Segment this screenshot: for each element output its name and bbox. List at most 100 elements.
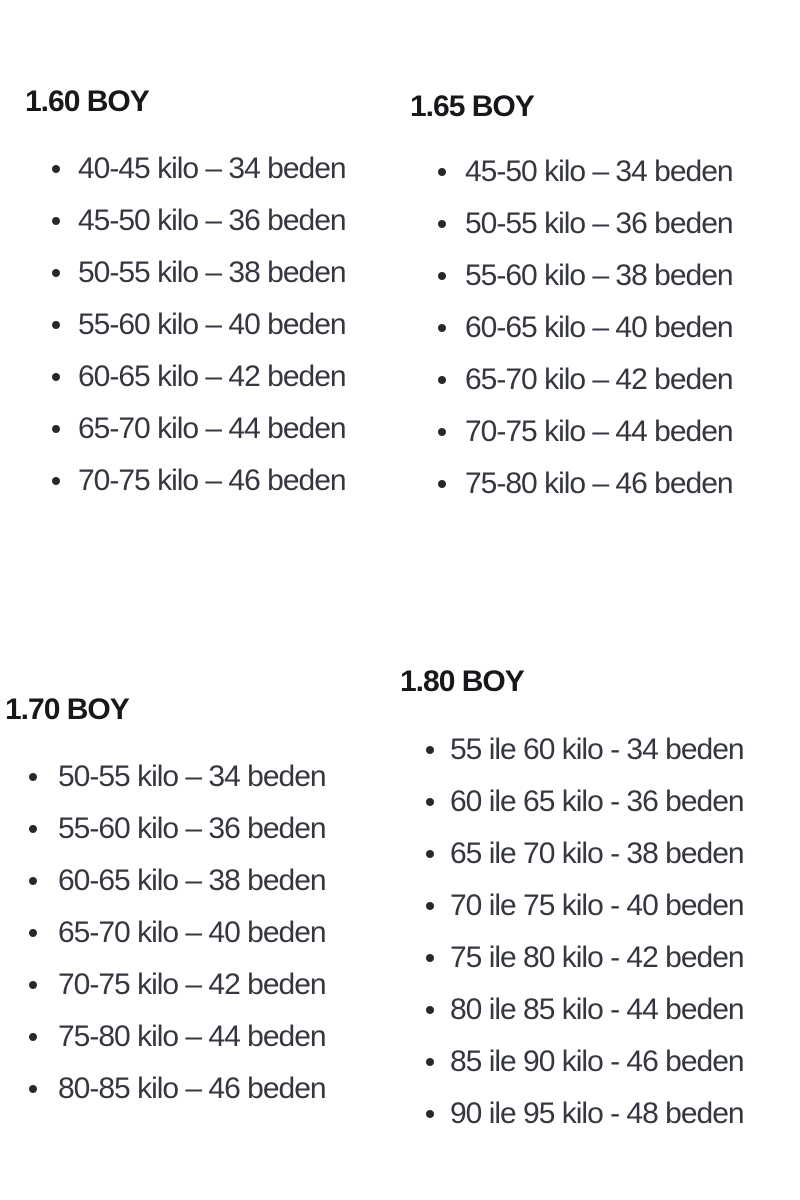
list-item: 65-70 kilo – 44 beden xyxy=(25,403,347,455)
size-list: 45-50 kilo – 34 beden 50-55 kilo – 36 be… xyxy=(410,146,734,510)
list-item-text: 70-75 kilo – 46 beden xyxy=(78,464,347,497)
list-item: 60-65 kilo – 38 beden xyxy=(5,855,327,907)
bullet-icon xyxy=(52,217,60,225)
bullet-icon xyxy=(438,168,446,176)
bullet-icon xyxy=(29,825,37,833)
bullet-icon xyxy=(438,324,446,332)
list-item: 40-45 kilo – 34 beden xyxy=(25,143,347,195)
bullet-icon xyxy=(52,165,60,173)
section-title: 1.70 BOY xyxy=(5,693,130,726)
list-item: 50-55 kilo – 38 beden xyxy=(25,247,347,299)
size-section-1-70-boy: 1.70 BOY 50-55 kilo – 34 beden 55-60 kil… xyxy=(5,692,327,1115)
list-item-text: 60-65 kilo – 38 beden xyxy=(58,864,327,897)
bullet-icon xyxy=(426,746,434,754)
list-item-text: 65-70 kilo – 44 beden xyxy=(78,412,347,445)
list-item-text: 75-80 kilo – 44 beden xyxy=(58,1020,327,1053)
bullet-icon xyxy=(426,954,434,962)
bullet-icon xyxy=(426,1110,434,1118)
list-item-text: 60-65 kilo – 42 beden xyxy=(78,360,347,393)
list-item: 70-75 kilo – 42 beden xyxy=(5,959,327,1011)
list-item-text: 75-80 kilo – 46 beden xyxy=(465,467,734,500)
list-item: 70-75 kilo – 44 beden xyxy=(410,406,734,458)
list-item-text: 80-85 kilo – 46 beden xyxy=(58,1072,327,1105)
list-item: 60-65 kilo – 40 beden xyxy=(410,302,734,354)
list-item: 75-80 kilo – 44 beden xyxy=(5,1011,327,1063)
list-item-text: 55-60 kilo – 36 beden xyxy=(58,812,327,845)
list-item: 65-70 kilo – 42 beden xyxy=(410,354,734,406)
bullet-icon xyxy=(29,877,37,885)
list-item-text: 50-55 kilo – 34 beden xyxy=(58,760,327,793)
list-item-text: 55-60 kilo – 40 beden xyxy=(78,308,347,341)
list-item: 60-65 kilo – 42 beden xyxy=(25,351,347,403)
list-item: 75-80 kilo – 46 beden xyxy=(410,458,734,510)
size-section-1-65-boy: 1.65 BOY 45-50 kilo – 34 beden 50-55 kil… xyxy=(410,89,734,510)
bullet-icon xyxy=(426,798,434,806)
list-item: 65 ile 70 kilo - 38 beden xyxy=(400,828,745,880)
list-item-text: 80 ile 85 kilo - 44 beden xyxy=(450,993,745,1026)
bullet-icon xyxy=(52,477,60,485)
list-item-text: 60-65 kilo – 40 beden xyxy=(465,311,734,344)
list-item: 55-60 kilo – 38 beden xyxy=(410,250,734,302)
list-item: 70-75 kilo – 46 beden xyxy=(25,455,347,507)
list-item: 45-50 kilo – 34 beden xyxy=(410,146,734,198)
list-item-text: 40-45 kilo – 34 beden xyxy=(78,152,347,185)
bullet-icon xyxy=(52,425,60,433)
list-item-text: 45-50 kilo – 34 beden xyxy=(465,155,734,188)
list-item: 85 ile 90 kilo - 46 beden xyxy=(400,1036,745,1088)
list-item-text: 70-75 kilo – 42 beden xyxy=(58,968,327,1001)
section-title: 1.80 BOY xyxy=(400,665,525,698)
list-item-text: 70-75 kilo – 44 beden xyxy=(465,415,734,448)
list-item: 50-55 kilo – 36 beden xyxy=(410,198,734,250)
list-item-text: 65 ile 70 kilo - 38 beden xyxy=(450,837,745,870)
list-item: 55-60 kilo – 36 beden xyxy=(5,803,327,855)
list-item-text: 70 ile 75 kilo - 40 beden xyxy=(450,889,745,922)
bullet-icon xyxy=(29,773,37,781)
bullet-icon xyxy=(52,373,60,381)
list-item: 75 ile 80 kilo - 42 beden xyxy=(400,932,745,984)
list-item-text: 50-55 kilo – 38 beden xyxy=(78,256,347,289)
section-title: 1.60 BOY xyxy=(25,85,150,118)
size-list: 55 ile 60 kilo - 34 beden 60 ile 65 kilo… xyxy=(400,724,745,1140)
bullet-icon xyxy=(438,376,446,384)
list-item-text: 55-60 kilo – 38 beden xyxy=(465,259,734,292)
list-item-text: 50-55 kilo – 36 beden xyxy=(465,207,734,240)
list-item: 70 ile 75 kilo - 40 beden xyxy=(400,880,745,932)
list-item-text: 55 ile 60 kilo - 34 beden xyxy=(450,733,745,766)
bullet-icon xyxy=(438,428,446,436)
bullet-icon xyxy=(29,1085,37,1093)
bullet-icon xyxy=(426,1006,434,1014)
bullet-icon xyxy=(52,321,60,329)
list-item: 55-60 kilo – 40 beden xyxy=(25,299,347,351)
section-title: 1.65 BOY xyxy=(410,90,535,123)
list-item: 55 ile 60 kilo - 34 beden xyxy=(400,724,745,776)
bullet-icon xyxy=(29,929,37,937)
bullet-icon xyxy=(438,272,446,280)
bullet-icon xyxy=(52,269,60,277)
list-item-text: 75 ile 80 kilo - 42 beden xyxy=(450,941,745,974)
bullet-icon xyxy=(426,1058,434,1066)
list-item-text: 65-70 kilo – 42 beden xyxy=(465,363,734,396)
bullet-icon xyxy=(438,480,446,488)
list-item: 80-85 kilo – 46 beden xyxy=(5,1063,327,1115)
list-item-text: 60 ile 65 kilo - 36 beden xyxy=(450,785,745,818)
bullet-icon xyxy=(426,850,434,858)
size-list: 40-45 kilo – 34 beden 45-50 kilo – 36 be… xyxy=(25,143,347,507)
list-item-text: 85 ile 90 kilo - 46 beden xyxy=(450,1045,745,1078)
list-item: 65-70 kilo – 40 beden xyxy=(5,907,327,959)
size-section-1-80-boy: 1.80 BOY 55 ile 60 kilo - 34 beden 60 il… xyxy=(400,664,745,1140)
list-item: 45-50 kilo – 36 beden xyxy=(25,195,347,247)
bullet-icon xyxy=(438,220,446,228)
size-section-1-60-boy: 1.60 BOY 40-45 kilo – 34 beden 45-50 kil… xyxy=(25,84,347,507)
list-item: 80 ile 85 kilo - 44 beden xyxy=(400,984,745,1036)
bullet-icon xyxy=(29,1033,37,1041)
list-item: 90 ile 95 kilo - 48 beden xyxy=(400,1088,745,1140)
list-item: 50-55 kilo – 34 beden xyxy=(5,751,327,803)
list-item-text: 90 ile 95 kilo - 48 beden xyxy=(450,1097,745,1130)
list-item: 60 ile 65 kilo - 36 beden xyxy=(400,776,745,828)
size-list: 50-55 kilo – 34 beden 55-60 kilo – 36 be… xyxy=(5,751,327,1115)
list-item-text: 65-70 kilo – 40 beden xyxy=(58,916,327,949)
list-item-text: 45-50 kilo – 36 beden xyxy=(78,204,347,237)
bullet-icon xyxy=(29,981,37,989)
bullet-icon xyxy=(426,902,434,910)
